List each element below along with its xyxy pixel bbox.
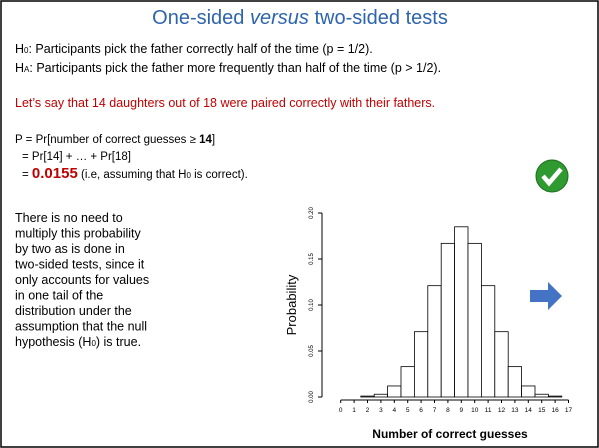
note: There is no need to multiply this probabi…: [15, 211, 149, 349]
bar: [454, 226, 469, 398]
bar: [427, 285, 442, 398]
bar: [387, 385, 402, 398]
x-tick-label: 4: [392, 407, 396, 414]
note-line: There is no need to: [15, 211, 123, 225]
x-tick-label: 6: [419, 407, 423, 414]
bar: [413, 331, 429, 398]
x-tick-label: 0: [339, 407, 343, 414]
ha: HA: Participants pick the father more fr…: [15, 61, 441, 75]
y-tick-label: 0.00: [309, 391, 315, 403]
note-part: ) is true.: [96, 335, 141, 349]
x-tick-label: 11: [485, 407, 492, 414]
arrow-icon: [530, 282, 562, 310]
bar: [467, 242, 482, 398]
bar: [507, 366, 523, 398]
x-tick-label: 5: [406, 407, 410, 414]
x-tick-label: 9: [459, 407, 463, 414]
calc: = Pr[14] + … + Pr[18]: [22, 151, 131, 163]
x-tick-label: 10: [471, 407, 479, 414]
note-line: two-sided tests, since it: [15, 258, 145, 272]
y-label: Probability: [284, 274, 299, 335]
x-tick-label: 1: [352, 407, 356, 414]
calc: = 0.0155 (i.e, assuming that H0 is corre…: [22, 165, 248, 182]
calc: P = Pr[number of correct guesses ≥ 14]: [15, 134, 215, 146]
note-part: 0: [91, 339, 96, 348]
y-tick-label: 0.15: [309, 253, 315, 265]
title: One-sided versus two-sided tests: [152, 7, 448, 29]
note-line: multiply this probability: [15, 227, 141, 241]
bar: [480, 285, 496, 398]
bar: [521, 385, 536, 398]
check-icon: [535, 159, 569, 193]
x-tick-label: 17: [565, 407, 573, 414]
x-tick-label: 7: [433, 407, 437, 414]
claim: Let’s say that 14 daughters out of 18 we…: [15, 96, 435, 110]
note-line: distribution under the: [15, 304, 132, 318]
note-line: only accounts for values: [15, 273, 149, 287]
x-tick-label: 3: [379, 407, 383, 414]
note-line: by two as is done in: [15, 242, 125, 256]
x-label: Number of correct guesses: [372, 427, 528, 441]
bar: [400, 366, 415, 398]
x-tick-label: 2: [366, 407, 370, 414]
x-tick-label: 13: [511, 407, 519, 414]
bar: [494, 331, 509, 398]
x-tick-label: 15: [538, 407, 546, 414]
note-line: hypothesis (H0) is true.: [15, 335, 141, 349]
y-tick-label: 0.20: [309, 207, 315, 219]
note-line: assumption that the null: [15, 320, 147, 334]
bar: [548, 395, 563, 398]
x-tick-label: 14: [525, 407, 533, 414]
bar: [440, 242, 456, 398]
note-line: in one tail of the: [15, 289, 103, 303]
check-mark: [541, 167, 563, 187]
x-tick-label: 16: [551, 407, 559, 414]
h0: H0: Participants pick the father correct…: [15, 42, 373, 56]
bar: [373, 393, 389, 398]
chart: 0.00 0.05 0.10 0.15 0.20 Probability Number of…: [284, 207, 572, 441]
x-tick-label: 12: [498, 407, 506, 414]
note-part: hypothesis (H: [15, 335, 91, 349]
x-tick-label: 8: [446, 407, 450, 414]
y-tick-label: 0.05: [309, 345, 315, 357]
bar: [360, 395, 375, 398]
bar: [534, 393, 549, 398]
y-tick-label: 0.10: [309, 299, 315, 311]
